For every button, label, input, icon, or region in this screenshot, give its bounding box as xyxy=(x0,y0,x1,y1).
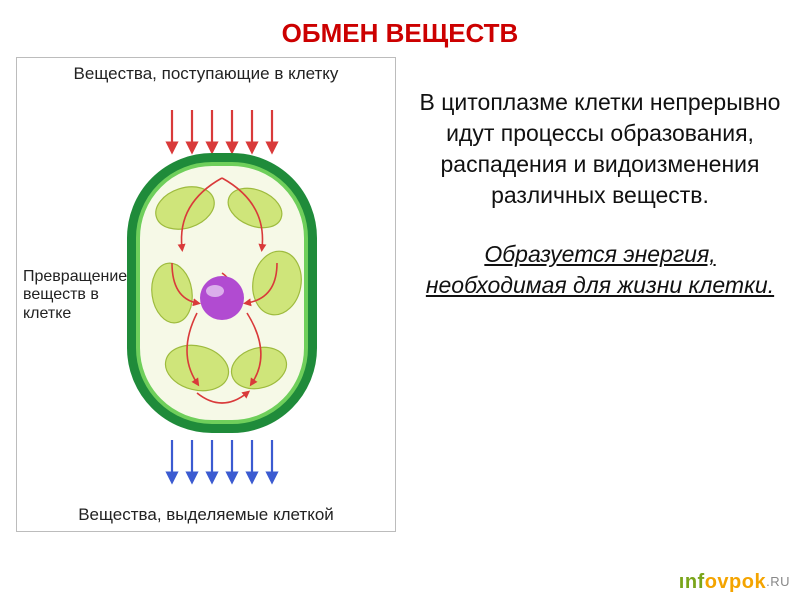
diagram-column: Вещества, поступающие в клетку xyxy=(16,57,396,532)
paragraph-1: В цитоплазме клетки непрерывно идут проц… xyxy=(416,87,784,211)
label-transform: Превращение веществ в клетке xyxy=(23,268,141,323)
paragraph-2-text: Образуется энергия, необходимая для жизн… xyxy=(426,241,774,298)
text-column: В цитоплазме клетки непрерывно идут проц… xyxy=(396,57,784,532)
watermark-part1: ınf xyxy=(679,571,705,593)
nucleus-shine xyxy=(206,285,224,297)
watermark: ınfovpok.RU xyxy=(679,571,790,594)
watermark-part2: ovpok xyxy=(705,571,766,593)
cell-diagram xyxy=(127,153,317,433)
watermark-part3: .RU xyxy=(766,574,790,589)
label-outgoing: Вещества, выделяемые клеткой xyxy=(17,505,395,525)
diagram-box: Вещества, поступающие в клетку xyxy=(16,57,396,532)
page-title: ОБМЕН ВЕЩЕСТВ xyxy=(0,0,800,57)
paragraph-2: Образуется энергия, необходимая для жизн… xyxy=(416,239,784,301)
content-row: Вещества, поступающие в клетку xyxy=(0,57,800,532)
nucleus xyxy=(200,276,244,320)
